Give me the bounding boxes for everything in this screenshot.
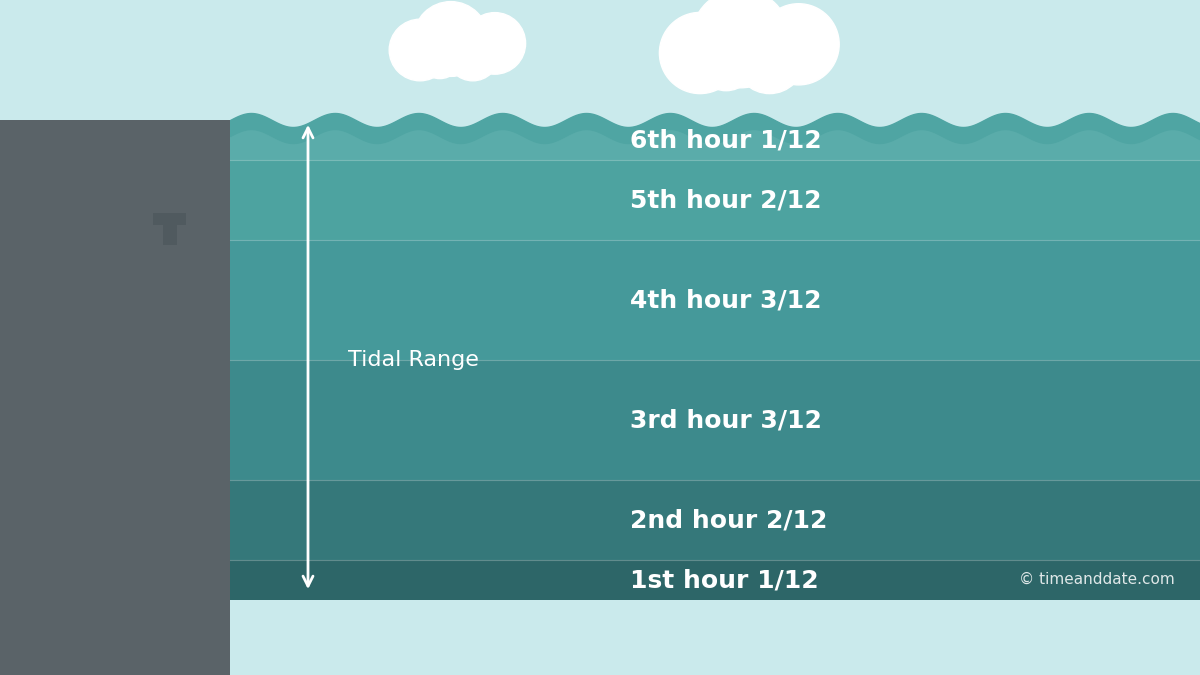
Text: Tidal Range: Tidal Range bbox=[348, 350, 479, 370]
Text: © timeanddate.com: © timeanddate.com bbox=[1019, 572, 1175, 587]
Bar bbox=[230, 480, 1200, 560]
Bar bbox=[230, 0, 1200, 120]
Circle shape bbox=[691, 0, 790, 88]
Bar bbox=[230, 240, 1200, 360]
Circle shape bbox=[389, 19, 451, 81]
Text: 1st hour 1/12: 1st hour 1/12 bbox=[630, 568, 818, 592]
Circle shape bbox=[758, 3, 839, 85]
Circle shape bbox=[660, 12, 740, 94]
Circle shape bbox=[697, 32, 755, 90]
Circle shape bbox=[418, 34, 462, 78]
Circle shape bbox=[464, 13, 526, 74]
Bar bbox=[0, 245, 230, 675]
Bar bbox=[230, 160, 1200, 240]
Bar bbox=[163, 225, 178, 245]
Text: 6th hour 1/12: 6th hour 1/12 bbox=[630, 128, 822, 152]
Circle shape bbox=[734, 24, 804, 94]
Circle shape bbox=[446, 28, 499, 81]
Bar bbox=[154, 213, 186, 225]
Text: 4th hour 3/12: 4th hour 3/12 bbox=[630, 288, 822, 312]
Text: 2nd hour 2/12: 2nd hour 2/12 bbox=[630, 508, 827, 532]
Bar bbox=[230, 360, 1200, 480]
Bar bbox=[0, 120, 230, 245]
Bar bbox=[230, 560, 1200, 600]
Bar bbox=[230, 120, 1200, 160]
Text: 5th hour 2/12: 5th hour 2/12 bbox=[630, 188, 822, 212]
Text: 3rd hour 3/12: 3rd hour 3/12 bbox=[630, 408, 822, 432]
Circle shape bbox=[413, 1, 488, 76]
